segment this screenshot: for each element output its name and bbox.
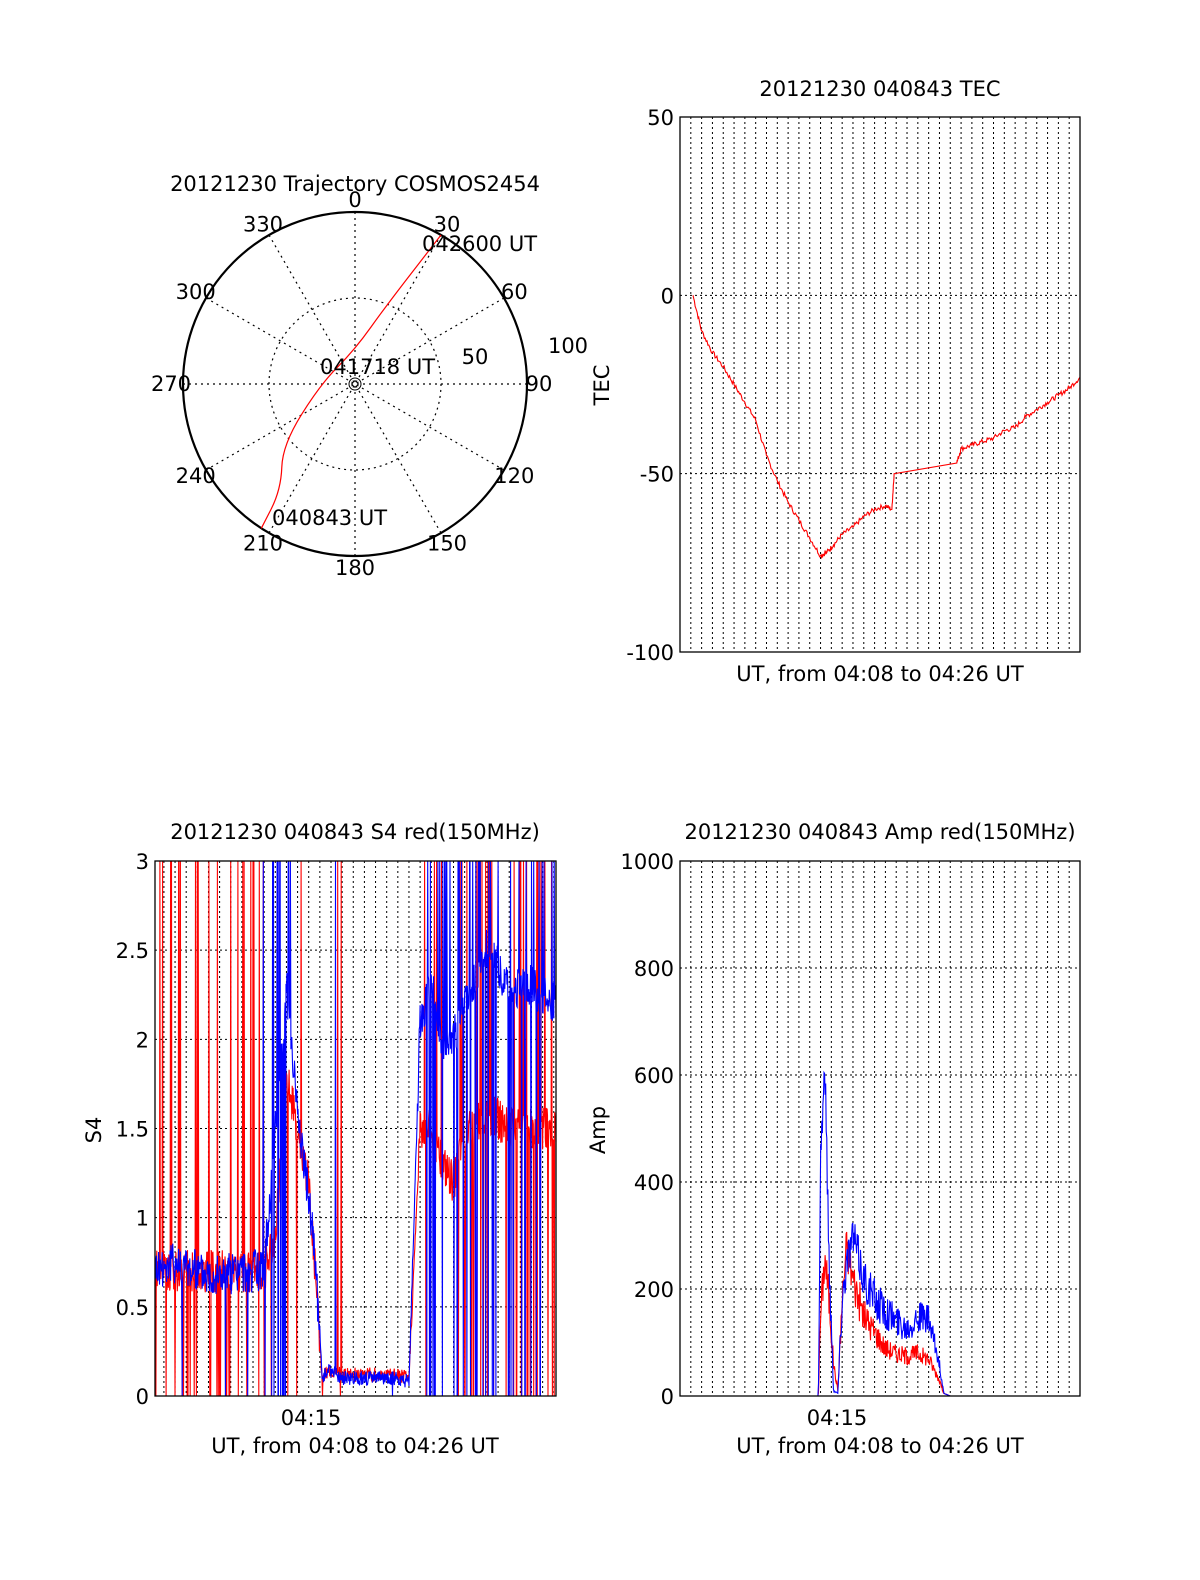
tec-y-tick-0: 0 bbox=[661, 284, 674, 308]
s4-y-tick-3: 3 bbox=[136, 850, 149, 874]
s4-y-ticks: 3 2.5 2 1.5 1 0.5 0 bbox=[116, 850, 149, 1409]
radial-tick-50: 50 bbox=[462, 345, 489, 369]
tec-plot-frame bbox=[679, 116, 1081, 653]
polar-center-mark bbox=[348, 377, 362, 391]
azimuth-label-120: 120 bbox=[494, 464, 534, 488]
amp-title: 20121230 040843 Amp red(150MHz) bbox=[684, 820, 1075, 844]
s4-y-tick-0.5: 0.5 bbox=[116, 1296, 149, 1320]
polar-title: 20121230 Trajectory COSMOS2454 bbox=[170, 172, 540, 196]
tec-y-label: TEC bbox=[590, 365, 614, 407]
polar-grid bbox=[181, 210, 529, 558]
amp-series bbox=[693, 1070, 1080, 1397]
annotation-start: 040843 UT bbox=[272, 506, 387, 530]
azimuth-label-0: 0 bbox=[348, 188, 361, 212]
tec-title: 20121230 040843 TEC bbox=[759, 77, 1000, 101]
azimuth-label-270: 270 bbox=[151, 372, 191, 396]
s4-plot: 20121230 040843 S4 red(150MHz) 3 2.5 2 1.5 1… bbox=[82, 820, 557, 1458]
azimuth-label-90: 90 bbox=[526, 372, 553, 396]
amp-plot-frame bbox=[679, 860, 1081, 1397]
tec-series-line bbox=[692, 295, 1081, 560]
amp-x-tick-0415: 04:15 bbox=[807, 1406, 868, 1430]
azimuth-label-180: 180 bbox=[335, 556, 375, 580]
amp-y-tick-600: 600 bbox=[634, 1064, 674, 1088]
amp-y-tick-0: 0 bbox=[661, 1385, 674, 1409]
tec-y-ticks: 50 0 -50 -100 bbox=[626, 106, 674, 665]
amp-y-tick-400: 400 bbox=[634, 1171, 674, 1195]
amp-x-label: UT, from 04:08 to 04:26 UT bbox=[736, 1434, 1024, 1458]
amp-plot: 20121230 040843 Amp red(150MHz) 1000 800 6… bbox=[586, 820, 1081, 1458]
azimuth-label-150: 150 bbox=[427, 531, 467, 555]
amp-y-tick-200: 200 bbox=[634, 1278, 674, 1302]
polar-azimuth-labels: 0 30 60 90 120 150 180 210 240 270 300 330 bbox=[151, 188, 552, 580]
amp-y-tick-800: 800 bbox=[634, 957, 674, 981]
s4-y-tick-1.5: 1.5 bbox=[116, 1118, 149, 1142]
s4-plot-frame bbox=[154, 860, 557, 1397]
azimuth-label-240: 240 bbox=[176, 464, 216, 488]
annotation-end: 042600 UT bbox=[422, 232, 537, 256]
radial-tick-100: 100 bbox=[548, 334, 588, 358]
s4-title: 20121230 040843 S4 red(150MHz) bbox=[170, 820, 540, 844]
s4-x-tick-0415: 04:15 bbox=[281, 1406, 342, 1430]
annotation-middle: 041718 UT bbox=[320, 355, 435, 379]
tec-y-tick-50: 50 bbox=[647, 106, 674, 130]
tec-plot: 20121230 040843 TEC 50 0 -50 -100 TEC UT, f… bbox=[590, 77, 1081, 686]
tec-y-tick--50: -50 bbox=[640, 463, 674, 487]
s4-y-tick-2.5: 2.5 bbox=[116, 939, 149, 963]
trajectory-track bbox=[260, 234, 442, 529]
amp-y-ticks: 1000 800 600 400 200 0 bbox=[621, 850, 674, 1409]
s4-x-label: UT, from 04:08 to 04:26 UT bbox=[211, 1434, 499, 1458]
azimuth-label-330: 330 bbox=[243, 213, 283, 237]
tec-grid bbox=[680, 117, 1080, 652]
amp-y-tick-1000: 1000 bbox=[621, 850, 674, 874]
amp-series-red bbox=[693, 1231, 1080, 1397]
amp-grid bbox=[680, 861, 1080, 1396]
azimuth-label-30: 30 bbox=[434, 213, 461, 237]
tec-y-tick--100: -100 bbox=[626, 641, 674, 665]
tec-series bbox=[692, 295, 1081, 560]
s4-y-tick-0: 0 bbox=[136, 1385, 149, 1409]
azimuth-label-60: 60 bbox=[501, 280, 528, 304]
amp-y-label: Amp bbox=[586, 1106, 610, 1154]
azimuth-label-300: 300 bbox=[176, 280, 216, 304]
s4-series-blue bbox=[154, 860, 557, 1397]
s4-y-tick-2: 2 bbox=[136, 1028, 149, 1052]
tec-x-label: UT, from 04:08 to 04:26 UT bbox=[736, 662, 1024, 686]
azimuth-label-210: 210 bbox=[243, 531, 283, 555]
s4-y-tick-1: 1 bbox=[136, 1207, 149, 1231]
polar-plot: 20121230 Trajectory COSMOS2454 0 30 60 90 12… bbox=[151, 172, 588, 580]
s4-y-label: S4 bbox=[82, 1117, 106, 1144]
